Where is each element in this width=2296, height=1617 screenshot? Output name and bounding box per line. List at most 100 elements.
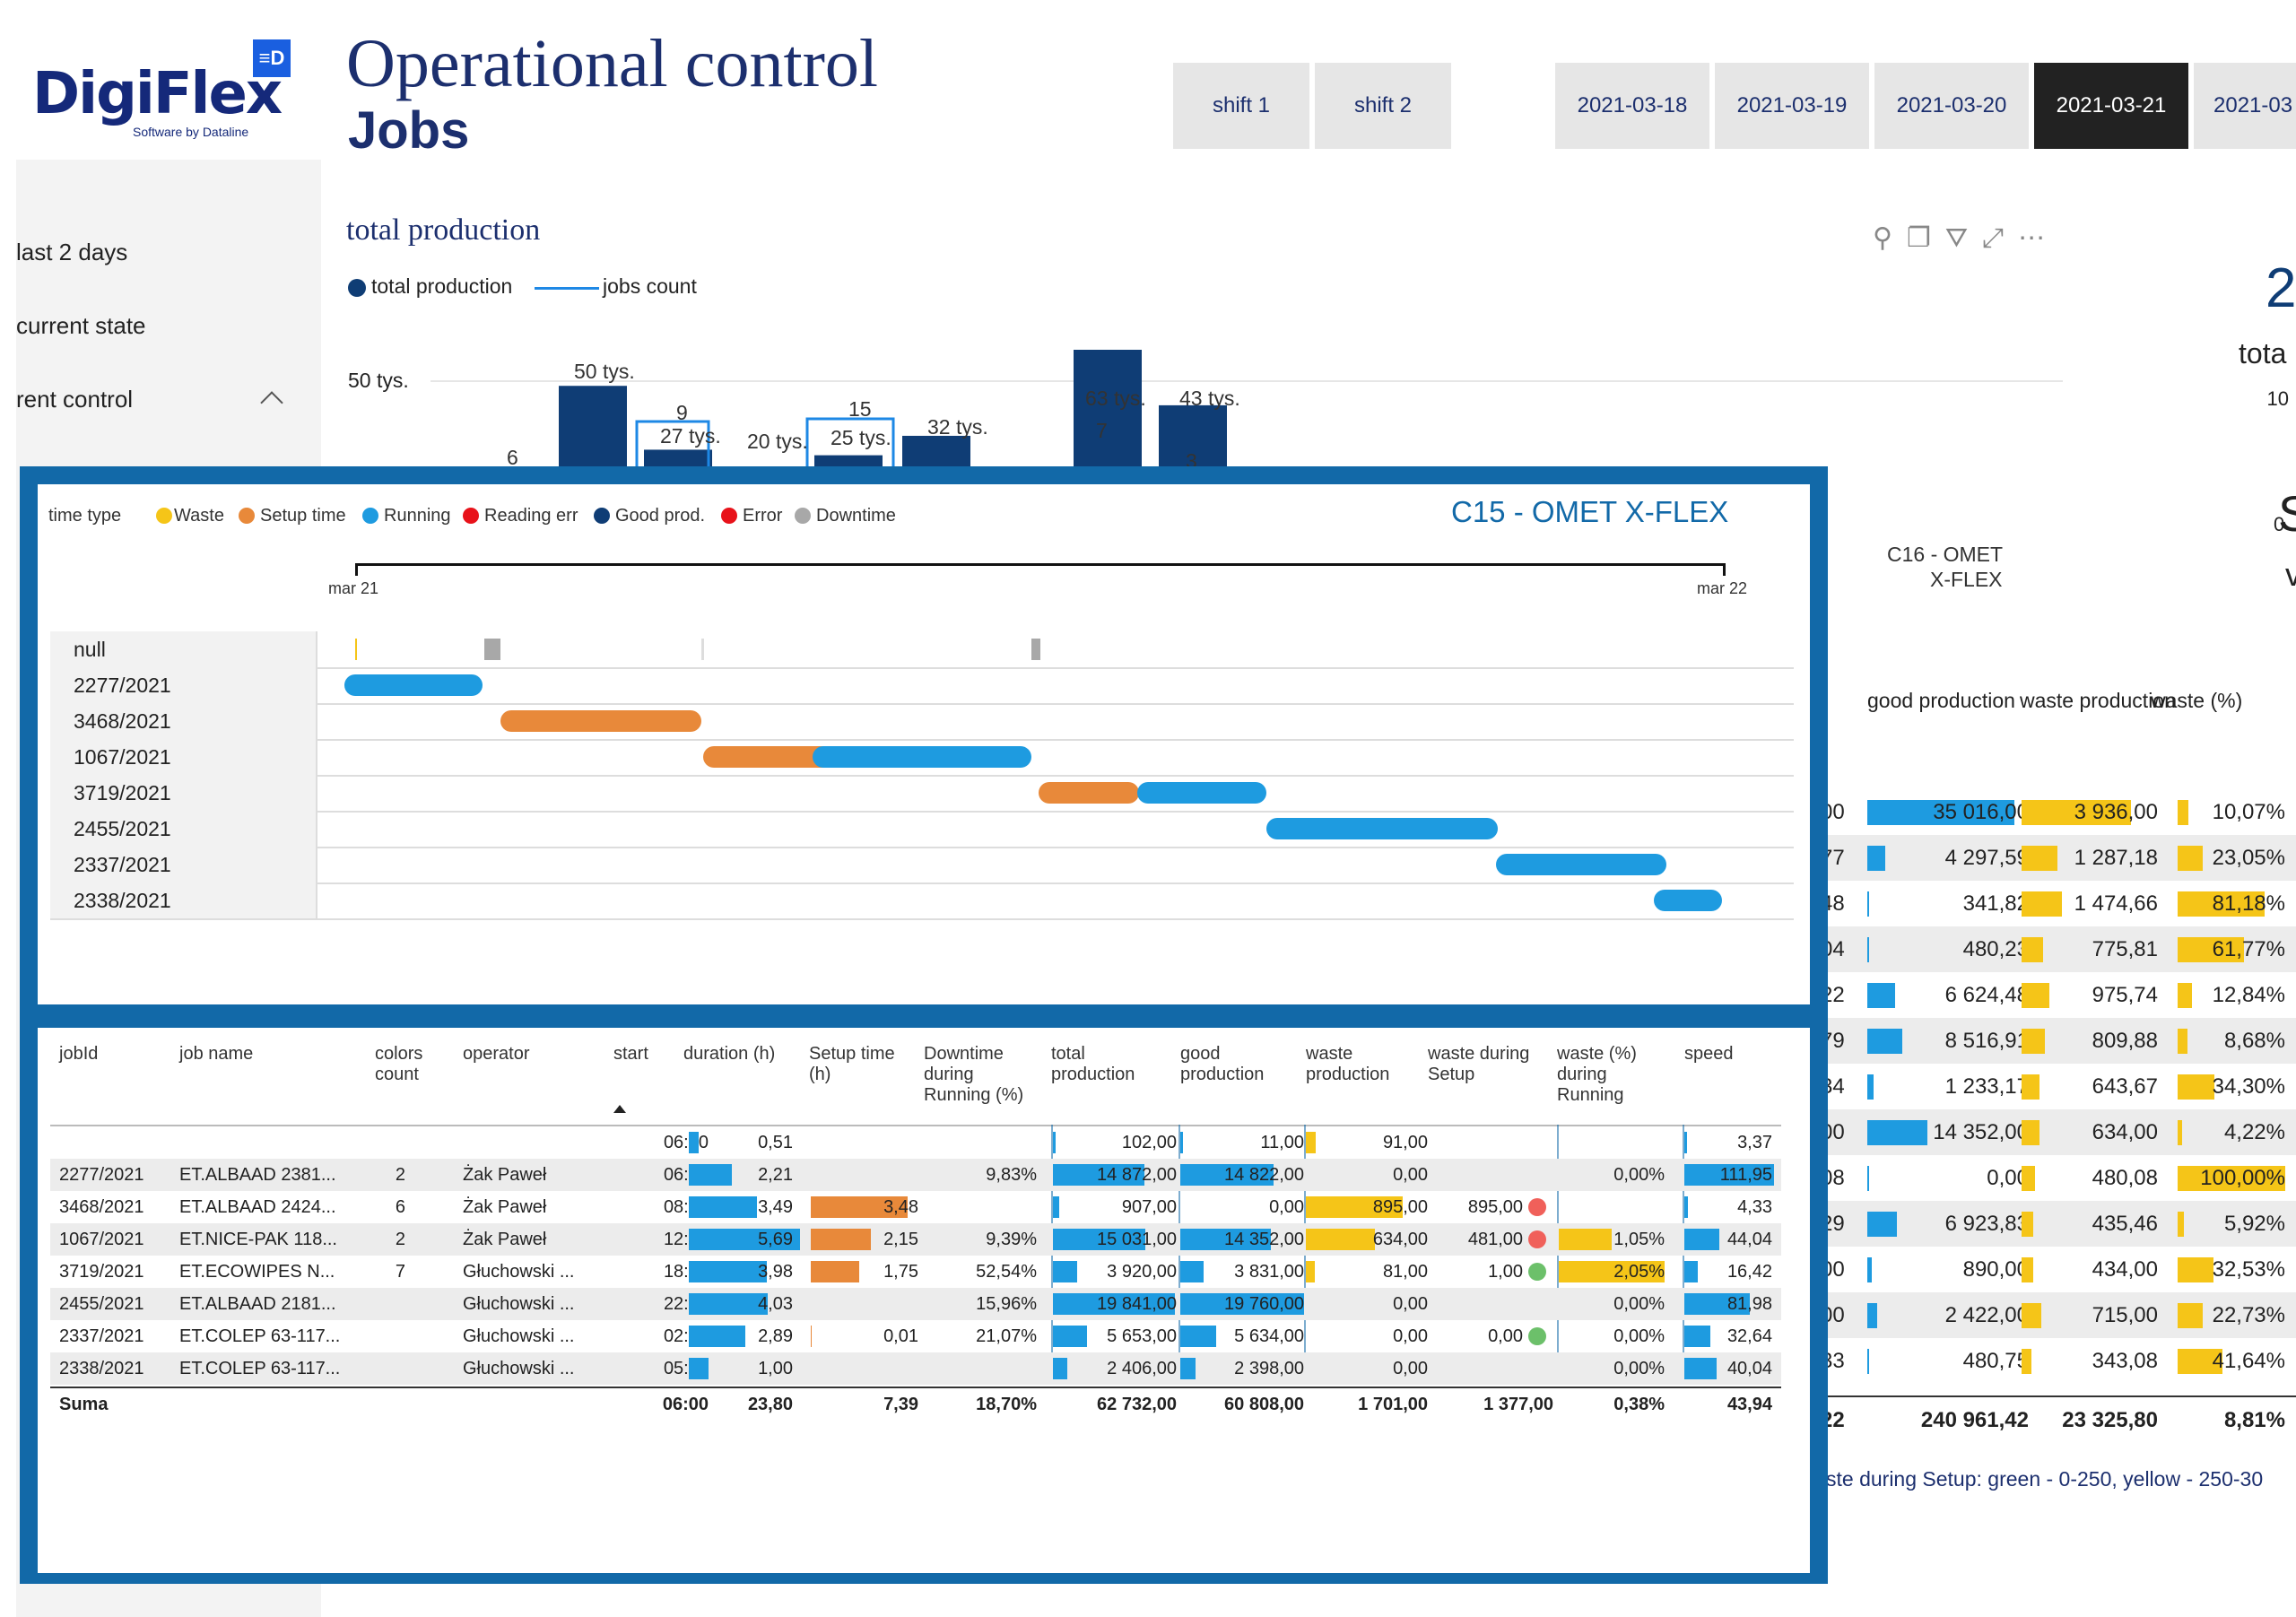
gantt-row-label[interactable]: 3719/2021 [50,775,317,811]
cell-colors-count: 2 [395,1165,405,1185]
gantt-bar[interactable] [484,639,500,660]
bg-cell-waste: 343,08 [2092,1349,2158,1373]
date-button-2021-03-20[interactable]: 2021-03-20 [1874,63,2029,149]
col-jobid[interactable]: jobId [59,1044,99,1064]
col-colors-count[interactable]: colors count [375,1044,423,1084]
gantt-bar[interactable] [344,674,483,696]
gantt-bar[interactable] [1031,639,1040,660]
legend-dot-setup-time [239,508,255,524]
gantt-bar[interactable] [701,639,704,660]
gantt-row-label[interactable]: 1067/2021 [50,739,317,775]
cell-operator: Żak Paweł [463,1197,547,1217]
status-signal-icon [1528,1327,1546,1345]
sidebar-item-last-2-days[interactable]: last 2 days [16,239,128,265]
col-waste-during-setup[interactable]: waste during Setup [1428,1044,1530,1084]
total-production-bar [1053,1196,1059,1218]
bg-table-row: 77 4 297,59 1 287,18 23,05% [1821,835,2296,881]
date-button-2021-03-21[interactable]: 2021-03-21 [2034,63,2188,149]
bar-data-label: 32 tys. [927,415,988,439]
waste-pct-bar [2178,1074,2214,1100]
date-button-2021-03-18[interactable]: 2021-03-18 [1555,63,1709,149]
table-row[interactable]: 2455/2021 ET.ALBAAD 2181... Głuchowski ...… [50,1288,1781,1320]
shift-2-button[interactable]: shift 2 [1315,63,1451,149]
table-row[interactable]: 3468/2021 ET.ALBAAD 2424... 6 Żak Paweł 08:3… [50,1191,1781,1223]
good-production-bar [1867,1257,1872,1282]
gantt-bar[interactable] [1496,854,1666,875]
col-operator[interactable]: operator [463,1044,530,1064]
cell-downtime: 15,96% [976,1294,1037,1314]
col-start[interactable]: start [613,1044,648,1064]
date-button-2021-03-19[interactable]: 2021-03-19 [1715,63,1869,149]
gantt-row-label[interactable]: 2277/2021 [50,667,317,703]
cell-downtime: 21,07% [976,1326,1037,1346]
duration-bar [689,1358,709,1379]
bg-table-sum: 22 240 961,42 23 325,80 8,81% [1821,1395,2296,1442]
col-setup-time[interactable]: Setup time (h) [809,1044,895,1084]
gantt-row-label[interactable]: 2337/2021 [50,847,317,882]
table-row[interactable]: 2338/2021 ET.COLEP 63-117... Głuchowski ..… [50,1352,1781,1385]
col-waste-production[interactable]: waste production [1306,1044,1390,1084]
waste-pct-bar [2178,1212,2185,1237]
gantt-bar[interactable] [500,710,701,732]
gantt-bar[interactable] [1654,890,1722,911]
bg-cell-good: 14 352,00 [1933,1120,2029,1144]
date-button-next[interactable]: 2021-03 [2194,63,2296,149]
more-options-icon[interactable]: ⋯ [2018,223,2060,253]
legend-item-good-prod-[interactable]: Good prod. [615,506,706,526]
gantt-row-label[interactable]: 3468/2021 [50,703,317,739]
filter-icon[interactable]: ⛛ [1944,223,1983,253]
legend-item-reading-err[interactable]: Reading err [484,506,578,526]
bar-data-label: 63 tys. [1085,387,1146,410]
total-production-bar [1053,1293,1175,1315]
table-row[interactable]: 06:00 0,51 102,00 11,00 91,00 3,37 [50,1126,1781,1159]
duration-bar [689,1261,767,1282]
legend-item-waste[interactable]: Waste [174,506,224,526]
gantt-bar[interactable] [703,746,834,768]
col-total-production[interactable]: total production [1051,1044,1135,1084]
sidebar-item-current-state[interactable]: current state [16,312,146,339]
gantt-bar[interactable] [1137,782,1266,804]
gantt-row-label[interactable]: 2455/2021 [50,811,317,847]
col-speed[interactable]: speed [1684,1044,1734,1064]
table-row[interactable]: 2277/2021 ET.ALBAAD 2381... 2 Żak Paweł 06:0… [50,1159,1781,1191]
waste-pct-bar [2178,1349,2223,1374]
cell-setup: 3,48 [883,1197,918,1217]
gantt-bar[interactable] [355,639,357,660]
good-production-bar [1867,1029,1903,1054]
focus-mode-icon[interactable]: ⤢ [1982,223,2019,253]
shift-1-button[interactable]: shift 1 [1173,63,1309,149]
cell-total: 14 872,00 [1097,1165,1177,1185]
legend-item-error[interactable]: Error [743,506,783,526]
col-duration[interactable]: duration (h) [683,1044,776,1064]
bar-data-label: 7 [1096,419,1108,442]
legend-item-downtime[interactable]: Downtime [816,506,896,526]
speed-bar [1684,1164,1774,1186]
gantt-row-label[interactable]: 2338/2021 [50,882,317,918]
waste-production-bar [1306,1229,1375,1250]
table-row[interactable]: 2337/2021 ET.COLEP 63-117... Głuchowski ..… [50,1320,1781,1352]
legend-item-setup-time[interactable]: Setup time [260,506,346,526]
sidebar-item-current-control[interactable]: rent control [16,386,134,413]
good-production-bar [1867,1166,1869,1191]
cell-waste-pct: 2,05% [1613,1262,1665,1282]
gantt-bar[interactable] [1039,782,1139,804]
copy-icon[interactable]: ❐ [1906,223,1945,253]
gantt-row-label[interactable]: null [50,631,317,667]
sort-ascending-icon[interactable] [613,1105,626,1113]
good-production-bar [1867,937,1869,962]
col-downtime[interactable]: Downtime during Running (%) [924,1044,1024,1105]
cell-good: 0,00 [1269,1197,1304,1217]
gantt-bar[interactable] [1266,818,1498,839]
gantt-bar[interactable] [813,746,1031,768]
duration-bar [689,1326,746,1347]
legend-item-running[interactable]: Running [384,506,451,526]
table-row[interactable]: 3719/2021 ET.ECOWIPES N... 7 Głuchowski ...… [50,1256,1781,1288]
gantt-row: null [50,631,1794,669]
legend-dot-running [362,508,378,524]
table-row[interactable]: 1067/2021 ET.NICE-PAK 118... 2 Żak Paweł 12:… [50,1223,1781,1256]
col-waste-pct-running[interactable]: waste (%) during Running [1557,1044,1637,1105]
col-good-production[interactable]: good production [1180,1044,1265,1084]
pin-icon[interactable]: ⚲ [1873,223,1907,253]
cell-good: 14 352,00 [1224,1230,1304,1249]
col-job-name[interactable]: job name [179,1044,254,1064]
